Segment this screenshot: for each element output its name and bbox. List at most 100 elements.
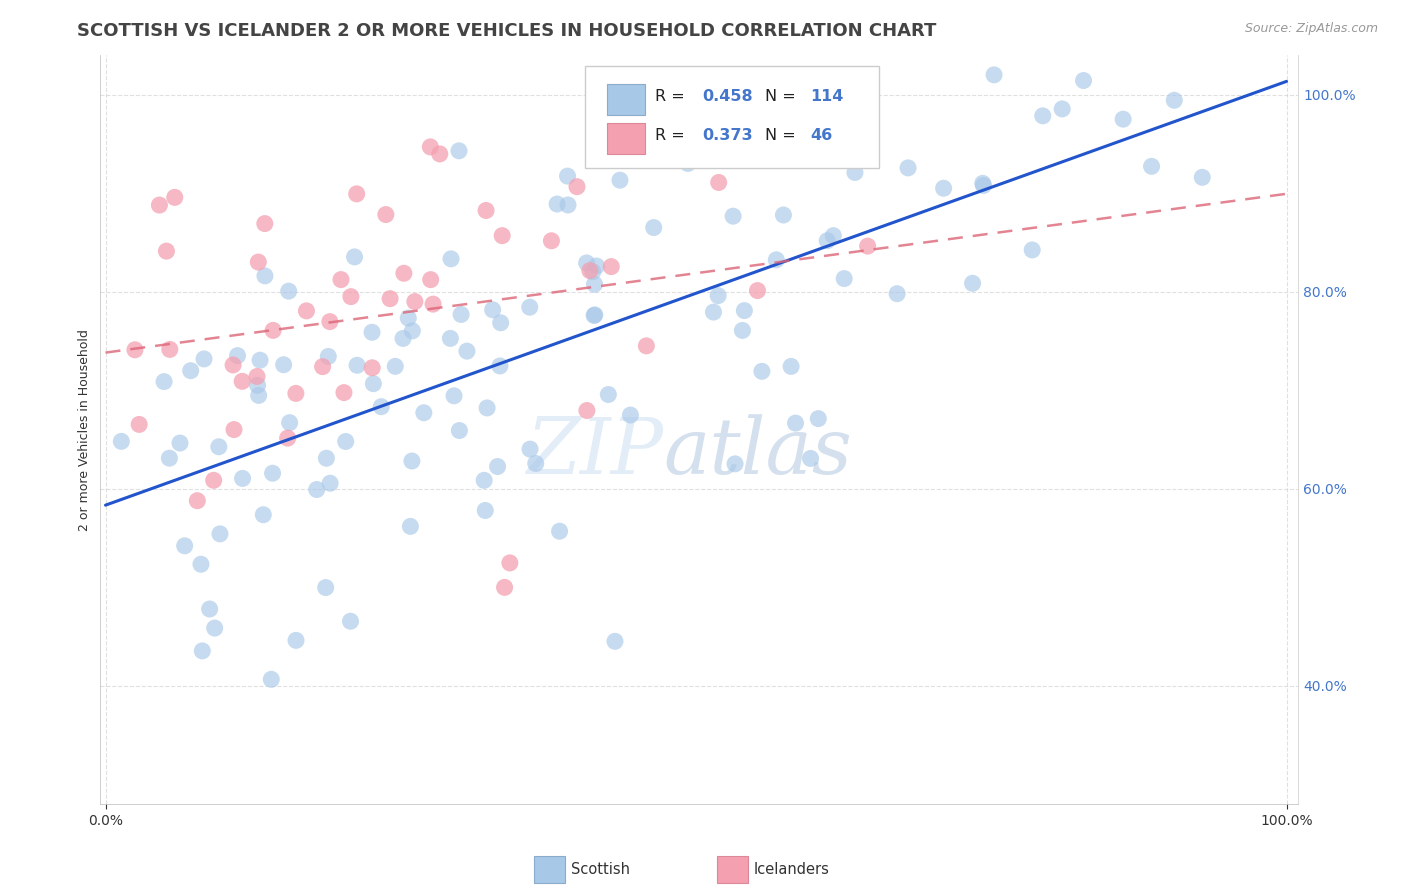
Text: Source: ZipAtlas.com: Source: ZipAtlas.com: [1244, 22, 1378, 36]
Point: [494, 580, 516, 594]
Point: [519, 442, 541, 456]
Point: [636, 339, 658, 353]
Point: [447, 144, 470, 158]
Point: [311, 359, 333, 374]
Point: [669, 107, 692, 121]
Point: [1032, 109, 1054, 123]
Point: [439, 331, 461, 345]
Point: [124, 343, 146, 357]
Point: [733, 303, 755, 318]
Point: [384, 359, 406, 374]
Point: [636, 68, 658, 82]
Point: [246, 378, 269, 392]
Point: [361, 360, 384, 375]
Point: [443, 389, 465, 403]
Y-axis label: 2 or more Vehicles in Household: 2 or more Vehicles in Household: [79, 329, 91, 531]
Point: [346, 186, 368, 201]
Point: [519, 300, 541, 314]
Point: [1191, 170, 1213, 185]
Point: [392, 331, 415, 345]
Point: [222, 423, 245, 437]
Point: [163, 190, 186, 204]
Point: [208, 526, 231, 541]
Point: [110, 434, 132, 449]
Point: [619, 408, 641, 422]
Point: [249, 353, 271, 368]
Point: [724, 457, 747, 471]
Point: [173, 539, 195, 553]
Point: [392, 266, 415, 280]
Point: [319, 315, 342, 329]
Point: [319, 476, 342, 491]
Text: SCOTTISH VS ICELANDER 2 OR MORE VEHICLES IN HOUSEHOLD CORRELATION CHART: SCOTTISH VS ICELANDER 2 OR MORE VEHICLES…: [77, 22, 936, 40]
Point: [340, 290, 363, 304]
Text: N =: N =: [765, 89, 801, 103]
Point: [247, 388, 270, 402]
Point: [404, 294, 426, 309]
Point: [343, 250, 366, 264]
Point: [419, 273, 441, 287]
Point: [474, 503, 496, 517]
Point: [557, 198, 579, 212]
Point: [378, 292, 401, 306]
Point: [707, 288, 730, 302]
Bar: [606, 123, 645, 154]
Point: [1021, 243, 1043, 257]
Point: [579, 263, 602, 277]
Point: [222, 358, 245, 372]
Point: [557, 169, 579, 183]
Point: [546, 197, 568, 211]
Point: [973, 178, 995, 193]
Point: [565, 179, 588, 194]
Point: [583, 309, 606, 323]
Text: Scottish: Scottish: [571, 863, 630, 877]
FancyBboxPatch shape: [585, 66, 879, 168]
Point: [339, 614, 361, 628]
Point: [832, 271, 855, 285]
Point: [202, 473, 225, 487]
Point: [253, 268, 276, 283]
Point: [440, 252, 463, 266]
Point: [475, 401, 498, 415]
Point: [897, 161, 920, 175]
Point: [856, 239, 879, 253]
Point: [575, 403, 598, 417]
Text: N =: N =: [765, 128, 801, 143]
Point: [231, 374, 253, 388]
Text: 0.373: 0.373: [703, 128, 754, 143]
Point: [481, 302, 503, 317]
Point: [191, 644, 214, 658]
Point: [346, 358, 368, 372]
Point: [305, 483, 328, 497]
Point: [807, 411, 830, 425]
Point: [676, 156, 699, 170]
Point: [180, 364, 202, 378]
Text: Icelanders: Icelanders: [754, 863, 830, 877]
Point: [751, 364, 773, 378]
Point: [401, 454, 423, 468]
Point: [772, 208, 794, 222]
Point: [582, 265, 605, 279]
Point: [491, 228, 513, 243]
Point: [363, 376, 385, 391]
Point: [333, 385, 356, 400]
Point: [193, 351, 215, 366]
Point: [204, 621, 226, 635]
Point: [886, 286, 908, 301]
Point: [1112, 112, 1135, 127]
Point: [456, 344, 478, 359]
Point: [972, 177, 994, 191]
Point: [585, 259, 607, 273]
Point: [273, 358, 295, 372]
Point: [278, 416, 301, 430]
Text: atlas: atlas: [664, 414, 852, 491]
Point: [799, 451, 821, 466]
Point: [277, 284, 299, 298]
Point: [662, 144, 685, 158]
Point: [785, 416, 807, 430]
Point: [598, 387, 620, 401]
Point: [707, 176, 730, 190]
Point: [335, 434, 357, 449]
Point: [962, 277, 984, 291]
Point: [983, 68, 1005, 82]
